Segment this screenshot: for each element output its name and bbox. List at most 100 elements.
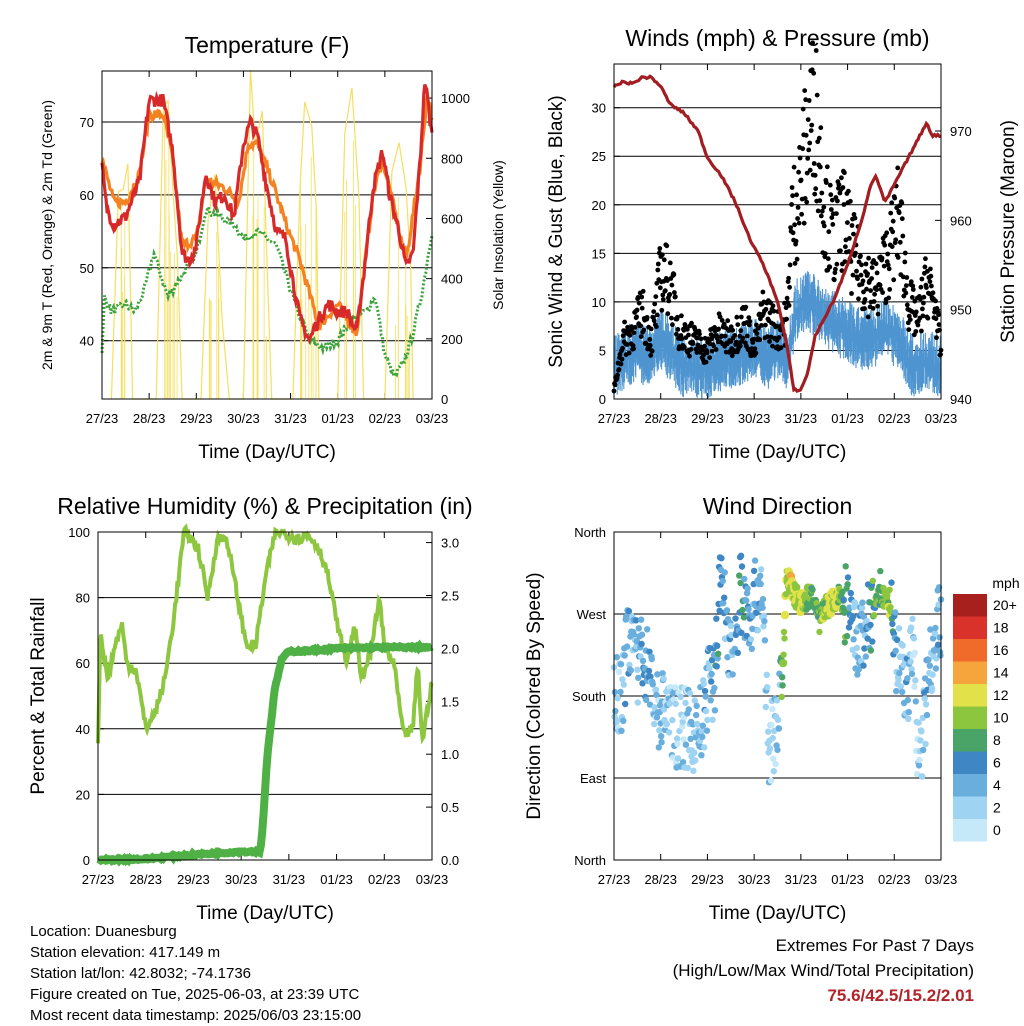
gust-point: [679, 313, 684, 319]
direction-point: [886, 586, 893, 593]
direction-point: [920, 746, 927, 754]
direction-point: [699, 722, 706, 729]
direction-point: [760, 612, 768, 620]
gust-point: [868, 288, 873, 293]
direction-point: [684, 764, 691, 772]
gust-point: [721, 321, 727, 327]
direction-point: [904, 696, 911, 704]
direction-point: [639, 657, 647, 665]
gust-point: [871, 299, 877, 304]
legend-swatch: [953, 796, 987, 819]
direction-point: [703, 727, 711, 734]
winds-xlabel: Time (Day/UTC): [709, 442, 847, 463]
direction-point: [774, 746, 781, 754]
gust-point: [855, 276, 860, 282]
gust-point: [869, 276, 874, 281]
humidity-xtick-label: 02/23: [368, 872, 401, 887]
winds-y2tick-label: 960: [950, 213, 972, 228]
gust-point: [617, 351, 623, 357]
gust-point: [815, 208, 821, 214]
legend-label: 6: [993, 755, 1001, 771]
legend-swatch: [953, 661, 987, 684]
gust-point: [631, 330, 637, 336]
gust-point: [638, 334, 644, 339]
gust-point: [872, 291, 877, 297]
direction-point: [915, 719, 922, 726]
gust-point: [924, 285, 929, 290]
gust-point: [842, 259, 848, 264]
gust-point: [808, 128, 814, 134]
winds-panel: Winds (mph) & Pressure (mb) Time (Day/UTC…: [546, 25, 1019, 463]
direction-point: [635, 625, 642, 632]
direction-point: [893, 636, 901, 643]
direction-point: [686, 690, 694, 697]
gust-point: [725, 318, 731, 324]
gust-point: [693, 330, 698, 336]
direction-point: [770, 755, 777, 762]
direction-point: [682, 699, 689, 707]
humidity-xtick-label: 01/23: [320, 872, 353, 887]
gust-point: [719, 333, 725, 339]
temperature-ylabel: 2m & 9m T (Red, Orange) & 2m Td (Green): [39, 100, 55, 370]
winds-y2tick-label: 950: [950, 303, 972, 318]
gust-point: [729, 353, 735, 359]
legend-swatch: [953, 639, 987, 662]
direction-point: [647, 673, 654, 680]
direction-point: [905, 708, 912, 716]
temperature-xtick-label: 02/23: [369, 411, 402, 426]
gust-point: [679, 336, 685, 341]
direction-point: [770, 768, 777, 775]
gust-point: [800, 146, 806, 152]
gust-point: [670, 322, 675, 328]
direction-point: [779, 674, 786, 681]
speed-legend: mph 20+ 18 16 14 12 10 8 6 4 2 0: [953, 575, 1020, 842]
legend-swatch: [953, 706, 987, 729]
gust-point: [807, 167, 813, 173]
direction-point: [711, 707, 719, 714]
direction-point: [888, 579, 895, 586]
direction-point: [899, 688, 906, 696]
gust-point: [921, 300, 926, 306]
gust-point: [900, 233, 906, 239]
temp-2m-line: [100, 83, 434, 345]
gust-point: [675, 327, 681, 332]
winds-xtick-label: 03/23: [925, 411, 958, 426]
direction-point: [625, 607, 633, 615]
gust-point: [866, 255, 871, 261]
direction-point: [927, 626, 934, 633]
gust-point: [863, 261, 869, 267]
gust-point: [874, 270, 880, 276]
temperature-xtick-label: 27/23: [86, 411, 119, 426]
gust-point: [936, 312, 941, 318]
direction-point: [737, 552, 745, 559]
direction-point: [713, 615, 720, 622]
direction-point: [917, 737, 924, 744]
gust-point: [886, 266, 892, 272]
legend-label: 8: [993, 732, 1001, 748]
gust-point: [784, 316, 789, 322]
direction-point: [936, 634, 943, 641]
gust-point: [653, 324, 659, 330]
direction-point: [611, 688, 619, 696]
gust-point: [760, 289, 766, 295]
winds-ytick-label: 0: [599, 392, 606, 407]
direction-point: [923, 711, 931, 719]
legend-swatch: [953, 819, 987, 842]
direction-point: [652, 686, 660, 693]
gust-point: [673, 294, 678, 300]
direction-point: [929, 635, 937, 642]
humidity-ylabel: Percent & Total Rainfall: [28, 597, 49, 794]
legend-label: 0: [993, 822, 1001, 838]
gust-point: [862, 297, 868, 302]
direction-point: [740, 614, 748, 621]
gust-point: [788, 225, 793, 231]
direction-point: [698, 728, 705, 735]
gust-point: [644, 315, 650, 320]
gust-point: [887, 287, 893, 292]
gust-point: [889, 244, 895, 250]
gust-point: [728, 339, 734, 344]
gust-point: [860, 278, 866, 284]
gust-point: [822, 251, 828, 257]
direction-point: [907, 658, 914, 665]
gust-point: [923, 256, 928, 262]
